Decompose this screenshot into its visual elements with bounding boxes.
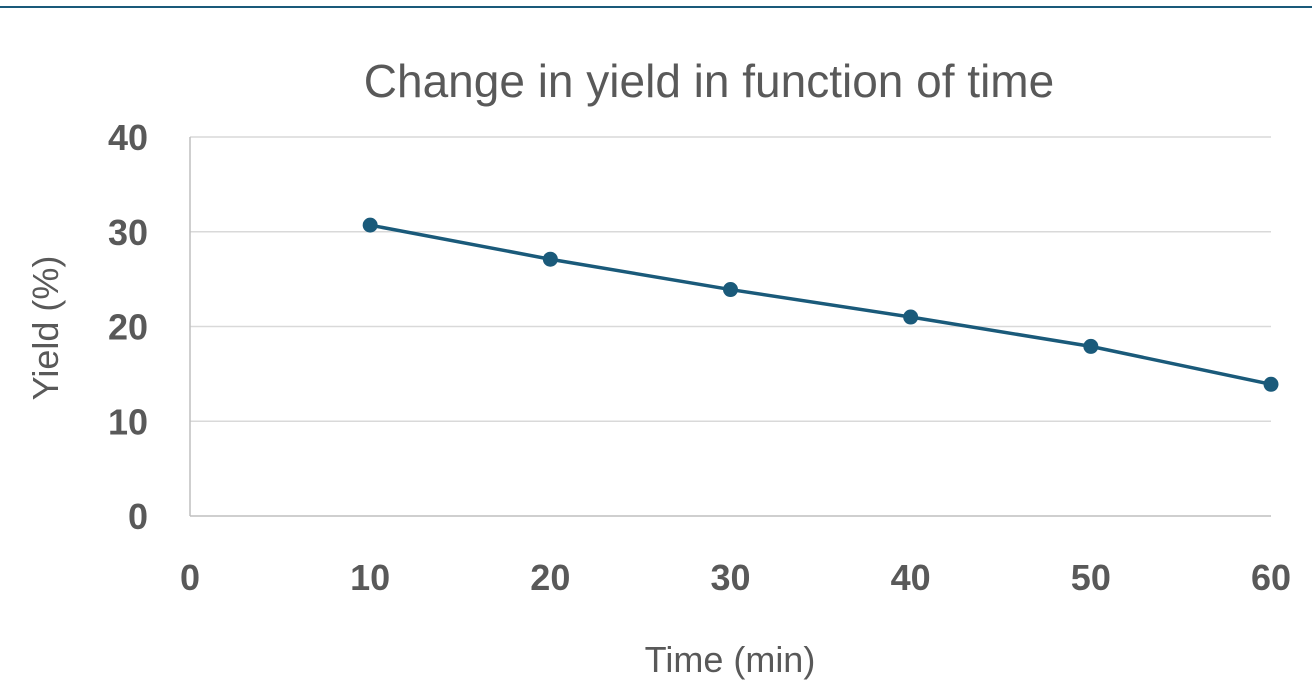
data-point-50 xyxy=(1083,338,1099,354)
y-tick-label-40: 40 xyxy=(108,117,148,158)
x-tick-label-40: 40 xyxy=(891,557,931,598)
x-tick-label-0: 0 xyxy=(180,557,200,598)
chart-title: Change in yield in function of time xyxy=(364,55,1054,107)
top-border-rule xyxy=(0,0,1312,8)
x-tick-label-10: 10 xyxy=(350,557,390,598)
y-axis-title: Yield (%) xyxy=(25,256,66,401)
y-tick-label-0: 0 xyxy=(128,496,148,537)
x-tick-labels: 0 10 20 30 40 50 60 xyxy=(180,557,1291,598)
y-tick-labels: 0 10 20 30 40 xyxy=(108,117,148,537)
gridlines xyxy=(190,136,1271,422)
x-tick-label-60: 60 xyxy=(1251,557,1291,598)
series-group xyxy=(362,217,1279,392)
data-point-40 xyxy=(903,309,919,325)
y-tick-label-20: 20 xyxy=(108,307,148,348)
x-tick-label-30: 30 xyxy=(710,557,750,598)
x-tick-label-50: 50 xyxy=(1071,557,1111,598)
series-line-0 xyxy=(368,223,1273,387)
data-point-30 xyxy=(723,282,738,298)
x-tick-label-20: 20 xyxy=(530,557,570,598)
data-point-10 xyxy=(362,217,378,233)
y-tick-label-30: 30 xyxy=(108,212,148,253)
axes xyxy=(189,137,1271,517)
y-tick-label-10: 10 xyxy=(108,401,148,442)
x-axis-title: Time (min) xyxy=(645,639,816,680)
data-point-20 xyxy=(542,251,558,267)
data-point-60 xyxy=(1263,376,1279,392)
